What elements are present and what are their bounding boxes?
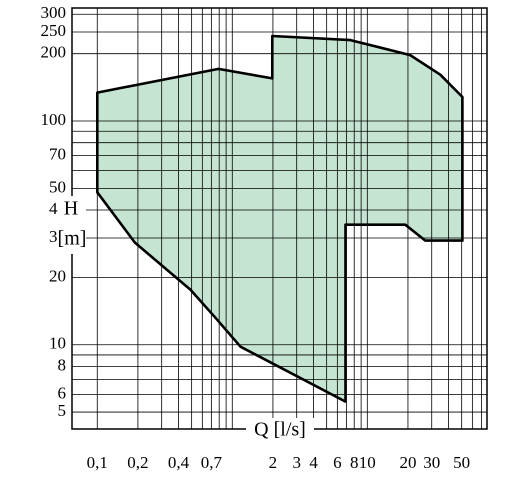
x-tick-label: 20 xyxy=(399,453,416,472)
x-tick-label: 10 xyxy=(359,453,376,472)
x-tick-label: 0,4 xyxy=(168,453,190,472)
x-tick-label: 2 xyxy=(269,453,278,472)
range-outline xyxy=(96,34,464,403)
y-tick-label: 300 xyxy=(41,3,67,22)
y-axis-unit: [m] xyxy=(58,228,87,250)
x-tick-label: 0,2 xyxy=(127,453,148,472)
y-tick-label: 6 xyxy=(58,383,67,402)
x-tick-label: 50 xyxy=(453,453,470,472)
x-tick-label: 4 xyxy=(309,453,318,472)
x-tick-label: 3 xyxy=(292,453,301,472)
y-tick-label: 5 xyxy=(58,401,67,420)
y-tick-label: 8 xyxy=(58,355,67,374)
y-tick-label: 200 xyxy=(41,43,67,62)
x-tick-label: 6 xyxy=(333,453,342,472)
x-tick-label: 30 xyxy=(423,453,440,472)
y-tick-label: 100 xyxy=(41,110,67,129)
y-tick-label: 10 xyxy=(49,334,66,353)
x-tick-label: 0,7 xyxy=(201,453,223,472)
label-bg xyxy=(58,196,86,254)
y-tick-label: 20 xyxy=(49,266,66,285)
label-bg xyxy=(246,418,314,440)
range-area xyxy=(97,36,463,402)
y-tick-label: 250 xyxy=(41,21,67,40)
y-tick-label: 50 xyxy=(49,177,66,196)
x-tick-label: 0,1 xyxy=(87,453,108,472)
x-tick-label: 8 xyxy=(350,453,359,472)
y-tick-label: 70 xyxy=(49,145,66,164)
y-axis-label: H xyxy=(64,198,78,220)
x-axis-label: Q [l/s] xyxy=(254,419,306,441)
